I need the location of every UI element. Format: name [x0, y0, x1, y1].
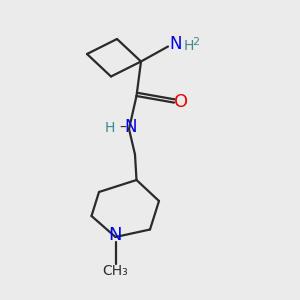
Text: N: N [109, 226, 122, 244]
Text: CH₃: CH₃ [103, 264, 128, 278]
Text: N: N [169, 35, 182, 53]
Text: H: H [184, 39, 194, 53]
Text: H: H [105, 121, 116, 134]
Text: 2: 2 [193, 37, 200, 47]
Text: N: N [124, 118, 137, 136]
Text: –: – [120, 121, 126, 134]
Text: O: O [174, 93, 189, 111]
